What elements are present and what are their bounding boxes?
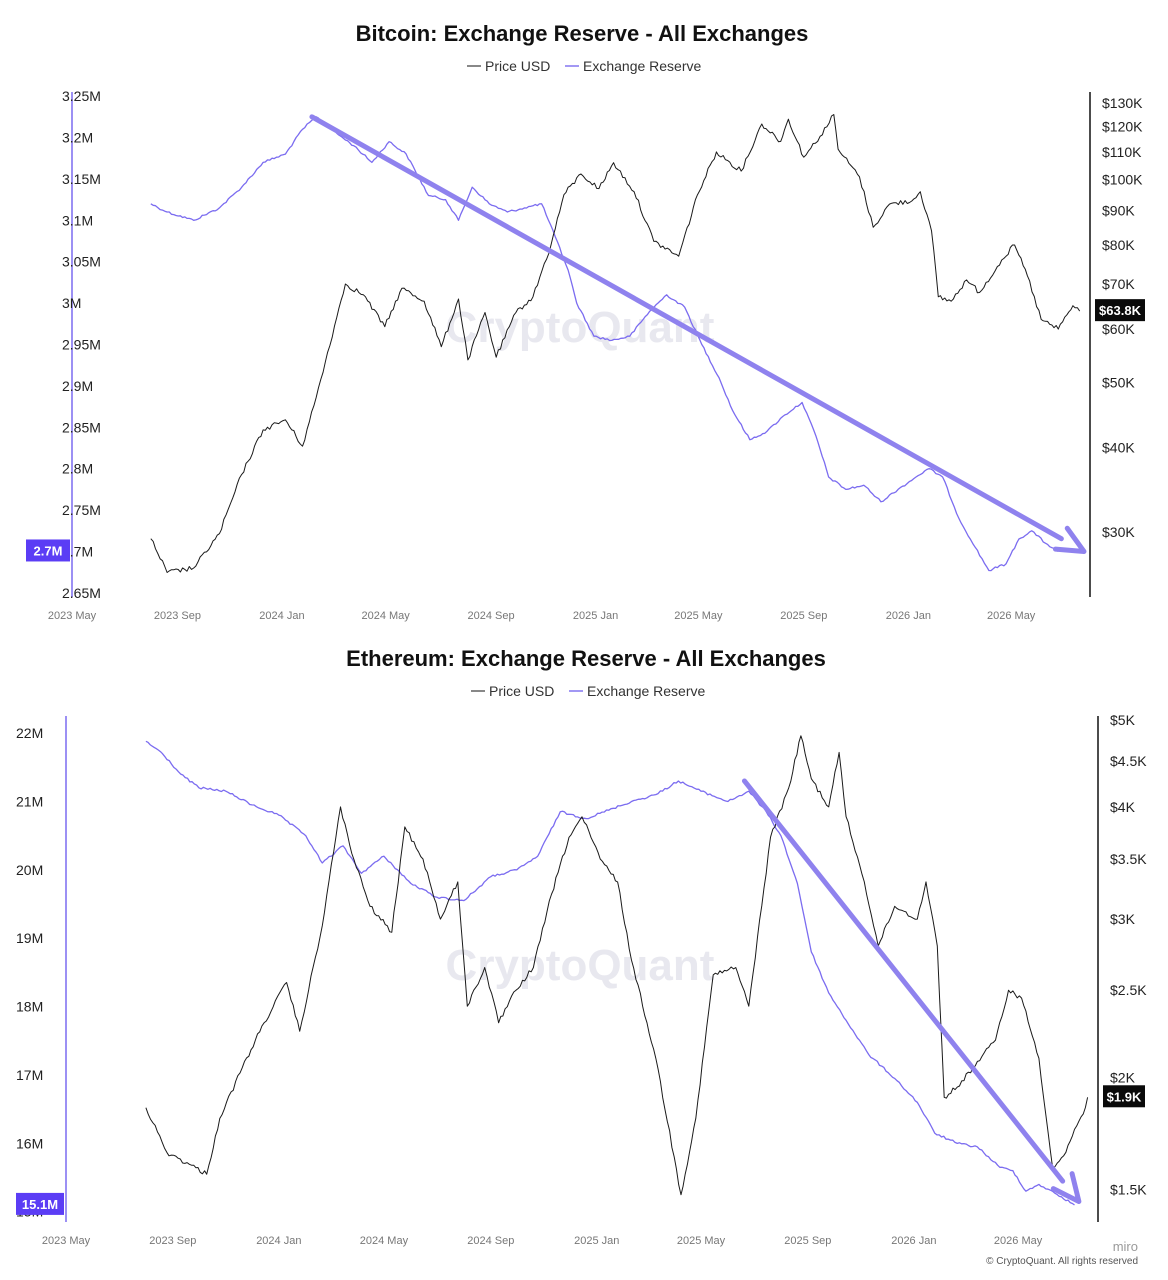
x-tick-label: 2026 Jan bbox=[891, 1235, 936, 1247]
right-tick-label: $90K bbox=[1102, 203, 1135, 219]
left-tick-label: 18M bbox=[16, 999, 43, 1015]
left-tick-label: 3.25M bbox=[62, 88, 101, 104]
x-tick-label: 2026 May bbox=[987, 610, 1036, 622]
legend: Price USD Exchange Reserve bbox=[467, 58, 702, 74]
x-tick-label: 2025 Sep bbox=[780, 610, 827, 622]
left-tick-label: 21M bbox=[16, 793, 43, 809]
x-tick-label: 2025 Jan bbox=[573, 610, 618, 622]
left-tick-label: 2.85M bbox=[62, 419, 101, 435]
x-tick-label: 2026 Jan bbox=[886, 610, 931, 622]
current-price-label: $1.9K bbox=[1107, 1089, 1142, 1104]
trend-arrow-head bbox=[1052, 525, 1087, 554]
right-tick-label: $100K bbox=[1102, 172, 1143, 188]
right-tick-label: $80K bbox=[1102, 237, 1135, 253]
miro-logo: miro bbox=[1113, 1239, 1138, 1254]
left-tick-label: 2.9M bbox=[62, 378, 93, 394]
legend-price-label[interactable]: Price USD bbox=[485, 58, 550, 74]
right-tick-label: $40K bbox=[1102, 440, 1135, 456]
price-series-line bbox=[150, 114, 1081, 573]
right-tick-label: $4K bbox=[1110, 799, 1136, 815]
current-price-badge bbox=[1095, 299, 1145, 322]
plot-area: 22M21M20M19M18M17M16M15M$5K$4.5K$4K$3.5K… bbox=[16, 712, 1147, 1247]
left-tick-label: 3.05M bbox=[62, 254, 101, 270]
right-tick-label: $30K bbox=[1102, 524, 1135, 540]
legend-price-label[interactable]: Price USD bbox=[489, 683, 554, 699]
left-tick-label: 22M bbox=[16, 725, 43, 741]
x-tick-label: 2025 May bbox=[674, 610, 723, 622]
left-tick-label: 2.65M bbox=[62, 585, 101, 601]
x-tick-label: 2023 Sep bbox=[154, 610, 201, 622]
right-tick-label: $1.5K bbox=[1110, 1181, 1147, 1197]
current-reserve-label: 2.7M bbox=[34, 543, 63, 558]
trend-arrow-shaft bbox=[309, 114, 1064, 542]
left-tick-label: 3M bbox=[62, 295, 81, 311]
left-tick-label: 16M bbox=[16, 1135, 43, 1151]
watermark: CryptoQuant bbox=[446, 941, 715, 990]
x-tick-label: 2025 May bbox=[677, 1235, 726, 1247]
current-price-badge bbox=[1103, 1085, 1145, 1108]
current-reserve-label: 15.1M bbox=[22, 1197, 58, 1212]
x-tick-label: 2024 May bbox=[360, 1235, 409, 1247]
legend-reserve-label[interactable]: Exchange Reserve bbox=[583, 58, 702, 74]
reserve-series-line bbox=[150, 116, 1059, 572]
x-tick-label: 2023 Sep bbox=[149, 1235, 196, 1247]
legend-reserve-label[interactable]: Exchange Reserve bbox=[587, 683, 706, 699]
left-tick-label: 19M bbox=[16, 930, 43, 946]
right-tick-label: $4.5K bbox=[1110, 753, 1147, 769]
bitcoin-chart: Bitcoin: Exchange Reserve - All Exchange… bbox=[26, 21, 1145, 622]
x-tick-label: 2024 Jan bbox=[259, 610, 304, 622]
x-tick-label: 2024 Jan bbox=[256, 1235, 301, 1247]
x-tick-label: 2024 Sep bbox=[467, 1235, 514, 1247]
left-tick-label: 17M bbox=[16, 1067, 43, 1083]
current-reserve-badge bbox=[16, 1192, 64, 1215]
price-series-line bbox=[145, 735, 1089, 1196]
right-tick-label: $3.5K bbox=[1110, 851, 1147, 867]
plot-area: 3.25M 3.2M 3.15M 3.1M 3.05M 3M 2.95M 2.9M 2.85M 2… bbox=[26, 88, 1145, 622]
ethereum-chart: Ethereum: Exchange Reserve - All Exchang… bbox=[16, 646, 1147, 1247]
left-tick-label: 3.15M bbox=[62, 171, 101, 187]
left-tick-label: 2.8M bbox=[62, 461, 93, 477]
right-tick-label: $5K bbox=[1110, 712, 1136, 728]
x-tick-label: 2025 Jan bbox=[574, 1235, 619, 1247]
current-price-label: $63.8K bbox=[1099, 303, 1142, 318]
left-tick-label: 20M bbox=[16, 862, 43, 878]
right-tick-label: $2.5K bbox=[1110, 982, 1147, 998]
left-tick-label: 3.1M bbox=[62, 212, 93, 228]
watermark: CryptoQuant bbox=[446, 303, 715, 352]
copyright-text: © CryptoQuant. All rights reserved bbox=[986, 1256, 1138, 1267]
left-tick-label: 2.95M bbox=[62, 337, 101, 353]
left-tick-label: 3.2M bbox=[62, 130, 93, 146]
x-tick-label: 2024 May bbox=[361, 610, 410, 622]
right-tick-label: $60K bbox=[1102, 321, 1135, 337]
chart-title: Bitcoin: Exchange Reserve - All Exchange… bbox=[356, 21, 809, 46]
right-tick-label: $130K bbox=[1102, 95, 1143, 111]
right-tick-label: $70K bbox=[1102, 276, 1135, 292]
right-tick-label: $3K bbox=[1110, 911, 1136, 927]
reserve-series-line bbox=[145, 740, 1075, 1206]
chart-title: Ethereum: Exchange Reserve - All Exchang… bbox=[346, 646, 826, 671]
trend-arrow-head bbox=[1050, 1171, 1082, 1204]
x-tick-label: 2026 May bbox=[994, 1235, 1043, 1247]
right-tick-label: $110K bbox=[1102, 144, 1142, 160]
right-tick-label: $2K bbox=[1110, 1069, 1136, 1085]
current-reserve-badge bbox=[26, 539, 70, 562]
x-tick-label: 2025 Sep bbox=[784, 1235, 831, 1247]
right-tick-label: $50K bbox=[1102, 374, 1135, 390]
trend-arrow-shaft bbox=[741, 778, 1066, 1184]
right-tick-label: $120K bbox=[1102, 118, 1143, 134]
left-tick-label: 2.75M bbox=[62, 502, 101, 518]
x-tick-label: 2023 May bbox=[48, 610, 97, 622]
legend: Price USD Exchange Reserve bbox=[471, 683, 706, 699]
x-tick-label: 2024 Sep bbox=[467, 610, 514, 622]
x-tick-label: 2023 May bbox=[42, 1235, 91, 1247]
